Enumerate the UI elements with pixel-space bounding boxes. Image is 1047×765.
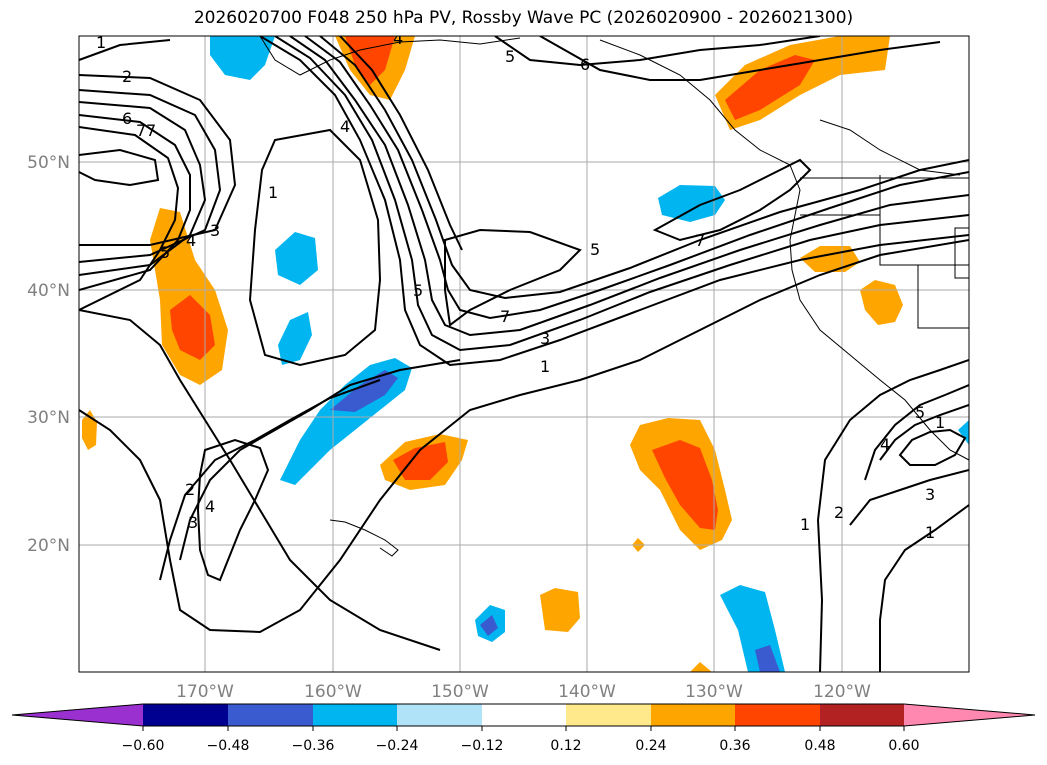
- contour-label: 7: [695, 231, 705, 250]
- colorbar-segment: [143, 704, 228, 726]
- contour-label: 1: [96, 33, 106, 52]
- positive-anomaly: [170, 295, 215, 360]
- colorbar-segment: [820, 704, 904, 726]
- contour-label: 1: [800, 515, 810, 534]
- colorbar-segment: [228, 704, 313, 726]
- positive-anomaly: [690, 662, 712, 672]
- negative-anomaly: [330, 370, 398, 412]
- colorbar-segment: [566, 704, 651, 726]
- anomaly-shading: [82, 36, 969, 672]
- contour-label: 3: [540, 329, 550, 348]
- contour-label: 1: [540, 357, 550, 376]
- contour-label: 6: [580, 55, 590, 74]
- contour-label: 5: [590, 240, 600, 259]
- contour-label: 6: [122, 109, 132, 128]
- colorbar-segment: [397, 704, 482, 726]
- colorbar-tick-label: 0.60: [888, 738, 919, 754]
- contour-label: 7: [136, 121, 146, 140]
- colorbar-tick-label: −0.48: [207, 738, 250, 754]
- contour-label: 4: [880, 435, 890, 454]
- negative-anomaly: [480, 615, 498, 636]
- contour-label: 4: [186, 231, 196, 250]
- contour-label: 2: [834, 503, 844, 522]
- map-frame: [78, 35, 970, 673]
- contour-labels: 1 2 6 7 1 3 5 4 5 5 4 6 4 1 7 5 7 3 1 2 …: [96, 29, 945, 542]
- positive-anomaly: [393, 442, 448, 480]
- contour-label: 4: [205, 497, 215, 516]
- negative-anomaly: [275, 232, 318, 285]
- lon-label: 120°W: [813, 682, 871, 702]
- graticule: [79, 36, 969, 672]
- coastlines: [259, 36, 969, 557]
- contour-label: 1: [268, 183, 278, 202]
- contour-label: 5: [505, 47, 515, 66]
- lon-label: 160°W: [304, 682, 362, 702]
- contour-label: 1: [925, 523, 935, 542]
- lat-label: 30°N: [27, 408, 70, 428]
- negative-anomaly: [210, 36, 275, 80]
- figure-title: 2026020700 F048 250 hPa PV, Rossby Wave …: [193, 8, 854, 28]
- positive-anomaly: [540, 588, 580, 632]
- colorbar-tick-label: −0.36: [292, 738, 335, 754]
- colorbar-segment: [651, 704, 735, 726]
- negative-anomaly: [278, 312, 312, 365]
- positive-anomaly: [652, 440, 718, 530]
- contour-label: 3: [210, 221, 220, 240]
- colorbar-extend-max: [904, 704, 1035, 726]
- contour-label: 2: [122, 67, 132, 86]
- colorbar-segment: [735, 704, 820, 726]
- colorbar-tick-label: 0.36: [719, 738, 750, 754]
- lat-label: 50°N: [27, 153, 70, 173]
- contour-label: 3: [925, 485, 935, 504]
- contour-label: 5: [915, 403, 925, 422]
- colorbar-tick-label: 0.48: [804, 738, 835, 754]
- contour-label: 2: [185, 480, 195, 499]
- contour-label: 5: [413, 281, 423, 300]
- contour-label: 4: [340, 117, 350, 136]
- positive-anomaly: [725, 55, 815, 120]
- pv-contours: [79, 36, 969, 672]
- colorbar-tick-label: −0.24: [376, 738, 419, 754]
- negative-anomaly: [958, 420, 969, 445]
- colorbar-tick-label: 0.12: [550, 738, 581, 754]
- colorbar-extend-min: [12, 704, 143, 726]
- positive-anomaly: [345, 36, 395, 85]
- lat-label: 20°N: [27, 536, 70, 556]
- colorbar: −0.60 −0.48 −0.36 −0.24 −0.12 0.12 0.24 …: [11, 703, 1036, 754]
- colorbar-segment: [313, 704, 397, 726]
- colorbar-tick-label: −0.12: [461, 738, 504, 754]
- colorbar-tick-label: 0.24: [635, 738, 666, 754]
- lon-label: 170°W: [176, 682, 234, 702]
- contour-label: 4: [393, 29, 403, 48]
- lon-label: 150°W: [431, 682, 489, 702]
- lon-label: 130°W: [685, 682, 743, 702]
- lon-label: 140°W: [558, 682, 616, 702]
- contour-label: 5: [160, 243, 170, 262]
- negative-anomaly: [720, 585, 785, 672]
- positive-anomaly: [860, 280, 903, 325]
- contour-label: 7: [146, 121, 156, 140]
- negative-anomaly: [755, 645, 780, 672]
- colorbar-tick-label: −0.60: [122, 738, 165, 754]
- lat-label: 40°N: [27, 281, 70, 301]
- colorbar-segment: [482, 704, 566, 726]
- contour-label: 3: [188, 513, 198, 532]
- map-area: 1 2 6 7 1 3 5 4 5 5 4 6 4 1 7 5 7 3 1 2 …: [79, 29, 969, 672]
- contour-label: 1: [935, 413, 945, 432]
- contour-label: 7: [500, 307, 510, 326]
- negative-anomaly: [658, 185, 725, 222]
